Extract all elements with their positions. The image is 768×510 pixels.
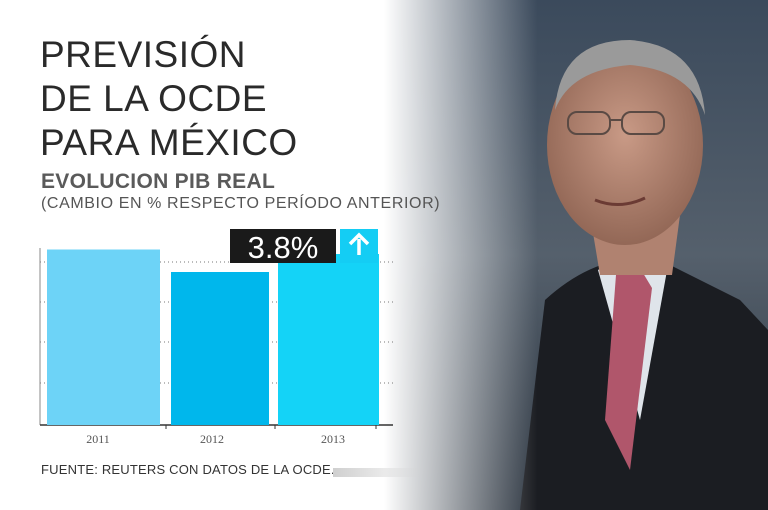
x-tick-label: 2011 — [86, 432, 110, 446]
title-line-2: DE LA OCDE — [40, 78, 268, 119]
bar-2013 — [278, 254, 379, 425]
callout-box — [230, 229, 336, 263]
title-line-1: PREVISIÓN — [40, 34, 246, 75]
x-tick-label: 2012 — [200, 432, 224, 446]
chart-subtitle: EVOLUCION PIB REAL — [41, 170, 276, 193]
x-tick-label: 2013 — [321, 432, 345, 446]
chart-subtitle-note: (CAMBIO EN % RESPECTO PERÍODO ANTERIOR) — [41, 195, 441, 212]
bar-2011 — [47, 249, 160, 425]
callout-value: 3.8% — [248, 230, 319, 265]
bar-2012 — [171, 272, 269, 425]
title-line-3: PARA MÉXICO — [40, 122, 298, 163]
arrow-up-icon — [348, 232, 370, 255]
source-rule — [333, 468, 423, 477]
source-note: FUENTE: REUTERS CON DATOS DE LA OCDE. — [41, 462, 335, 477]
